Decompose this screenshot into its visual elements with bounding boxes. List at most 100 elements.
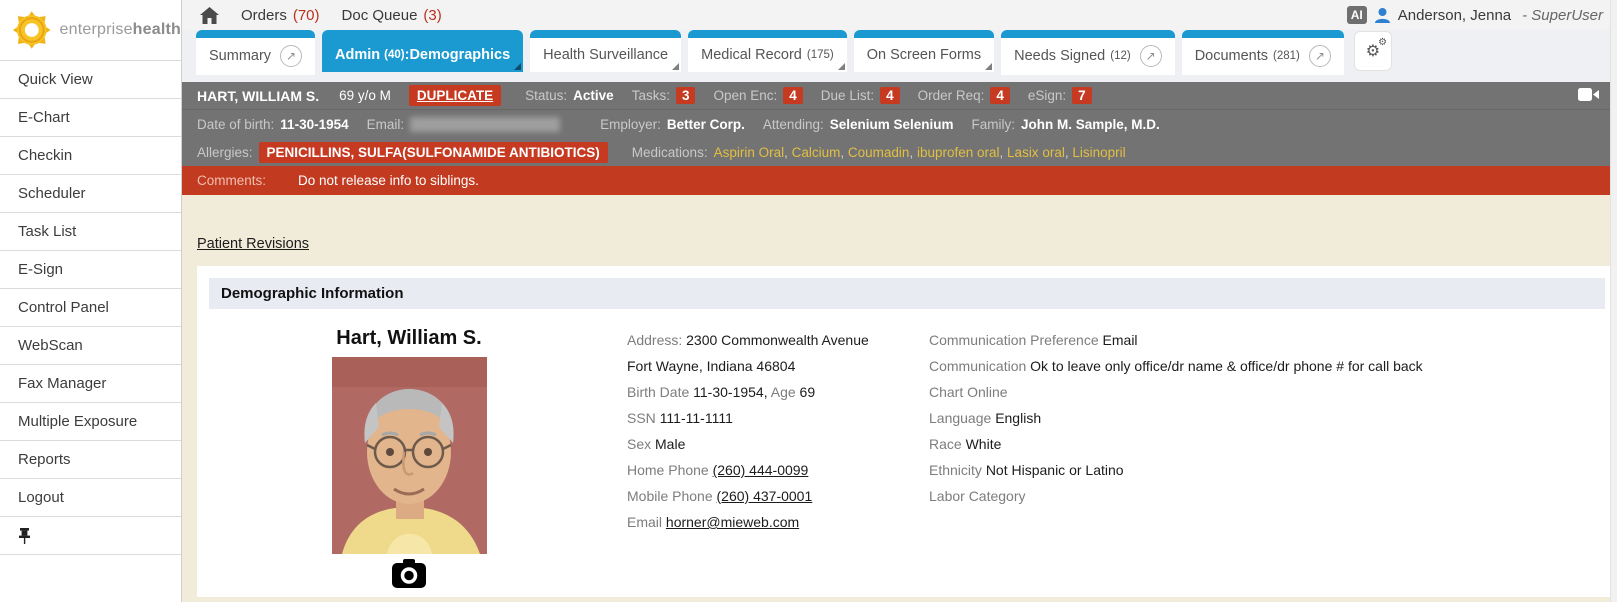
patient-revisions-link[interactable]: Patient Revisions <box>197 236 310 252</box>
order-req-count-badge[interactable]: 4 <box>990 87 1010 104</box>
scrollbar[interactable] <box>1610 0 1617 602</box>
communication-line: Communication Ok to leave only office/dr… <box>929 358 1423 374</box>
user-name[interactable]: Anderson, Jenna <box>1397 6 1512 24</box>
patient-header-row-1: HART, WILLIAM S. 69 y/o M DUPLICATE Stat… <box>182 82 1610 110</box>
status-value: Active <box>573 88 614 103</box>
sunflower-logo-icon <box>12 11 51 49</box>
medication-link[interactable]: ibuprofen oral <box>916 144 1000 160</box>
sidebar-item-fax-manager[interactable]: Fax Manager <box>0 365 181 403</box>
sidebar-item-quick-view[interactable]: Quick View <box>0 61 181 99</box>
popout-icon[interactable]: ↗ <box>1308 45 1331 67</box>
medication-link[interactable]: Lasix oral <box>1007 144 1065 160</box>
orders-count: (70) <box>292 6 320 24</box>
brand-name: enterprisehealth <box>59 21 181 38</box>
orders-link[interactable]: Orders (70) <box>241 6 320 24</box>
top-bar: Orders (70) Doc Queue (3) AI Anderson, J… <box>182 0 1617 30</box>
demographics-card: Demographic Information Hart, William S. <box>197 266 1617 597</box>
section-title: Demographic Information <box>209 278 1605 309</box>
ssn-line: SSN 111-11-1111 <box>627 410 733 426</box>
user-icon <box>1374 7 1390 23</box>
sidebar-item-logout[interactable]: Logout <box>0 479 181 517</box>
sidebar-item-webscan[interactable]: WebScan <box>0 327 181 365</box>
video-call-button[interactable] <box>1578 87 1600 105</box>
popout-icon[interactable]: ↗ <box>1139 45 1162 67</box>
patient-header: HART, WILLIAM S. 69 y/o M DUPLICATE Stat… <box>182 82 1610 166</box>
medication-link[interactable]: Coumadin <box>847 144 910 160</box>
allergies-badge[interactable]: PENICILLINS, SULFA(SULFONAMIDE ANTIBIOTI… <box>258 141 608 163</box>
patient-photo[interactable] <box>331 357 487 554</box>
patient-header-row-3: Allergies: PENICILLINS, SULFA(SULFONAMIDE… <box>182 138 1610 166</box>
email-link[interactable]: horner@mieweb.com <box>665 514 800 530</box>
sidebar-item-control-panel[interactable]: Control Panel <box>0 289 181 327</box>
user-role: - SuperUser <box>1522 6 1603 24</box>
status-label: Status: <box>525 88 568 103</box>
settings-button[interactable]: ⚙ ⚙ <box>1354 32 1391 70</box>
email-line: Email horner@mieweb.com <box>627 514 800 530</box>
tab-documents[interactable]: Documents (281) ↗ <box>1181 30 1344 75</box>
pin-icon <box>19 527 30 544</box>
medication-link[interactable]: Calcium <box>791 144 841 160</box>
video-camera-icon <box>1578 87 1599 101</box>
birth-date-line: Birth Date 11-30-1954, Age 69 <box>627 384 816 400</box>
language-line: Language English <box>929 410 1042 426</box>
popout-icon[interactable]: ↗ <box>280 45 303 67</box>
tab-bar: Summary ↗ Admin (40):Demographics Health S… <box>182 30 1617 82</box>
mobile-phone-line: Mobile Phone (260) 437-0001 <box>627 488 813 504</box>
open-enc-count-badge[interactable]: 4 <box>783 87 803 104</box>
sidebar-item-checkin[interactable]: Checkin <box>0 137 181 175</box>
sidebar-item-task-list[interactable]: Task List <box>0 213 181 251</box>
gears-icon: ⚙ ⚙ <box>1365 37 1388 60</box>
address-line: Address: 2300 Commonwealth Avenue <box>627 332 869 348</box>
sidebar-item-e-chart[interactable]: E-Chart <box>0 99 181 137</box>
sex-line: Sex Male <box>627 436 686 452</box>
mobile-phone-link[interactable]: (260) 437-0001 <box>716 488 813 504</box>
update-photo-button[interactable] <box>391 559 427 593</box>
home-phone-link[interactable]: (260) 444-0099 <box>712 462 809 478</box>
ai-badge[interactable]: AI <box>1346 6 1367 24</box>
tab-health-surveillance[interactable]: Health Surveillance <box>530 30 682 72</box>
tasks-count-badge[interactable]: 3 <box>675 87 696 104</box>
sidebar: enterprisehealth Quick View E-Chart Chec… <box>0 0 182 602</box>
camera-icon <box>392 559 426 588</box>
demographics-right-column: Communication Preference Email Communica… <box>929 327 1605 593</box>
patient-age-sex: 69 y/o M <box>339 88 391 103</box>
race-line: Race White <box>929 436 1002 452</box>
tab-needs-signed[interactable]: Needs Signed (12) ↗ <box>1001 30 1175 75</box>
duplicate-badge[interactable]: DUPLICATE <box>408 85 502 106</box>
dob-value: 11-30-1954 <box>280 116 349 132</box>
ethnicity-line: Ethnicity Not Hispanic or Latino <box>929 462 1124 478</box>
comments-label: Comments: <box>197 173 267 188</box>
doc-queue-count: (3) <box>423 6 442 24</box>
tab-medical-record[interactable]: Medical Record (175) <box>688 30 847 72</box>
sidebar-item-e-sign[interactable]: E-Sign <box>0 251 181 289</box>
due-list-count-badge[interactable]: 4 <box>880 87 900 104</box>
patient-header-row-2: Date of birth: 11-30-1954 Email: Employer… <box>197 116 1160 132</box>
medication-link[interactable]: Aspirin Oral <box>713 144 785 160</box>
tab-summary[interactable]: Summary ↗ <box>196 30 316 75</box>
chart-online-line: Chart Online <box>929 384 1008 400</box>
tab-on-screen-forms[interactable]: On Screen Forms <box>853 30 995 72</box>
sidebar-item-reports[interactable]: Reports <box>0 441 181 479</box>
comments-text: Do not release info to siblings. <box>298 173 479 188</box>
doc-queue-link[interactable]: Doc Queue (3) <box>341 6 442 24</box>
main-column: Orders (70) Doc Queue (3) AI Anderson, J… <box>182 0 1617 602</box>
employer-value: Better Corp. <box>666 116 745 132</box>
tab-admin-demographics[interactable]: Admin (40):Demographics <box>322 30 524 72</box>
patient-display-name: Hart, William S. <box>336 327 482 349</box>
home-phone-line: Home Phone (260) 444-0099 <box>627 462 809 478</box>
home-button[interactable] <box>200 6 219 24</box>
address-line2: Fort Wayne, Indiana 46804 <box>627 358 796 374</box>
comm-pref-line: Communication Preference Email <box>929 332 1138 348</box>
sidebar-pin-toggle[interactable] <box>0 517 181 555</box>
attending-value: Selenium Selenium <box>829 116 954 132</box>
email-redacted <box>410 116 561 132</box>
brand-logo: enterprisehealth <box>0 0 181 61</box>
family-value: John M. Sample, M.D. <box>1021 116 1160 132</box>
esign-count-badge[interactable]: 7 <box>1072 87 1092 104</box>
labor-category-line: Labor Category <box>929 488 1026 504</box>
sidebar-item-scheduler[interactable]: Scheduler <box>0 175 181 213</box>
sidebar-item-multiple-exposure[interactable]: Multiple Exposure <box>0 403 181 441</box>
medication-link[interactable]: Lisinopril <box>1072 144 1126 160</box>
content-area: Patient Revisions Demographic Informatio… <box>182 195 1617 602</box>
